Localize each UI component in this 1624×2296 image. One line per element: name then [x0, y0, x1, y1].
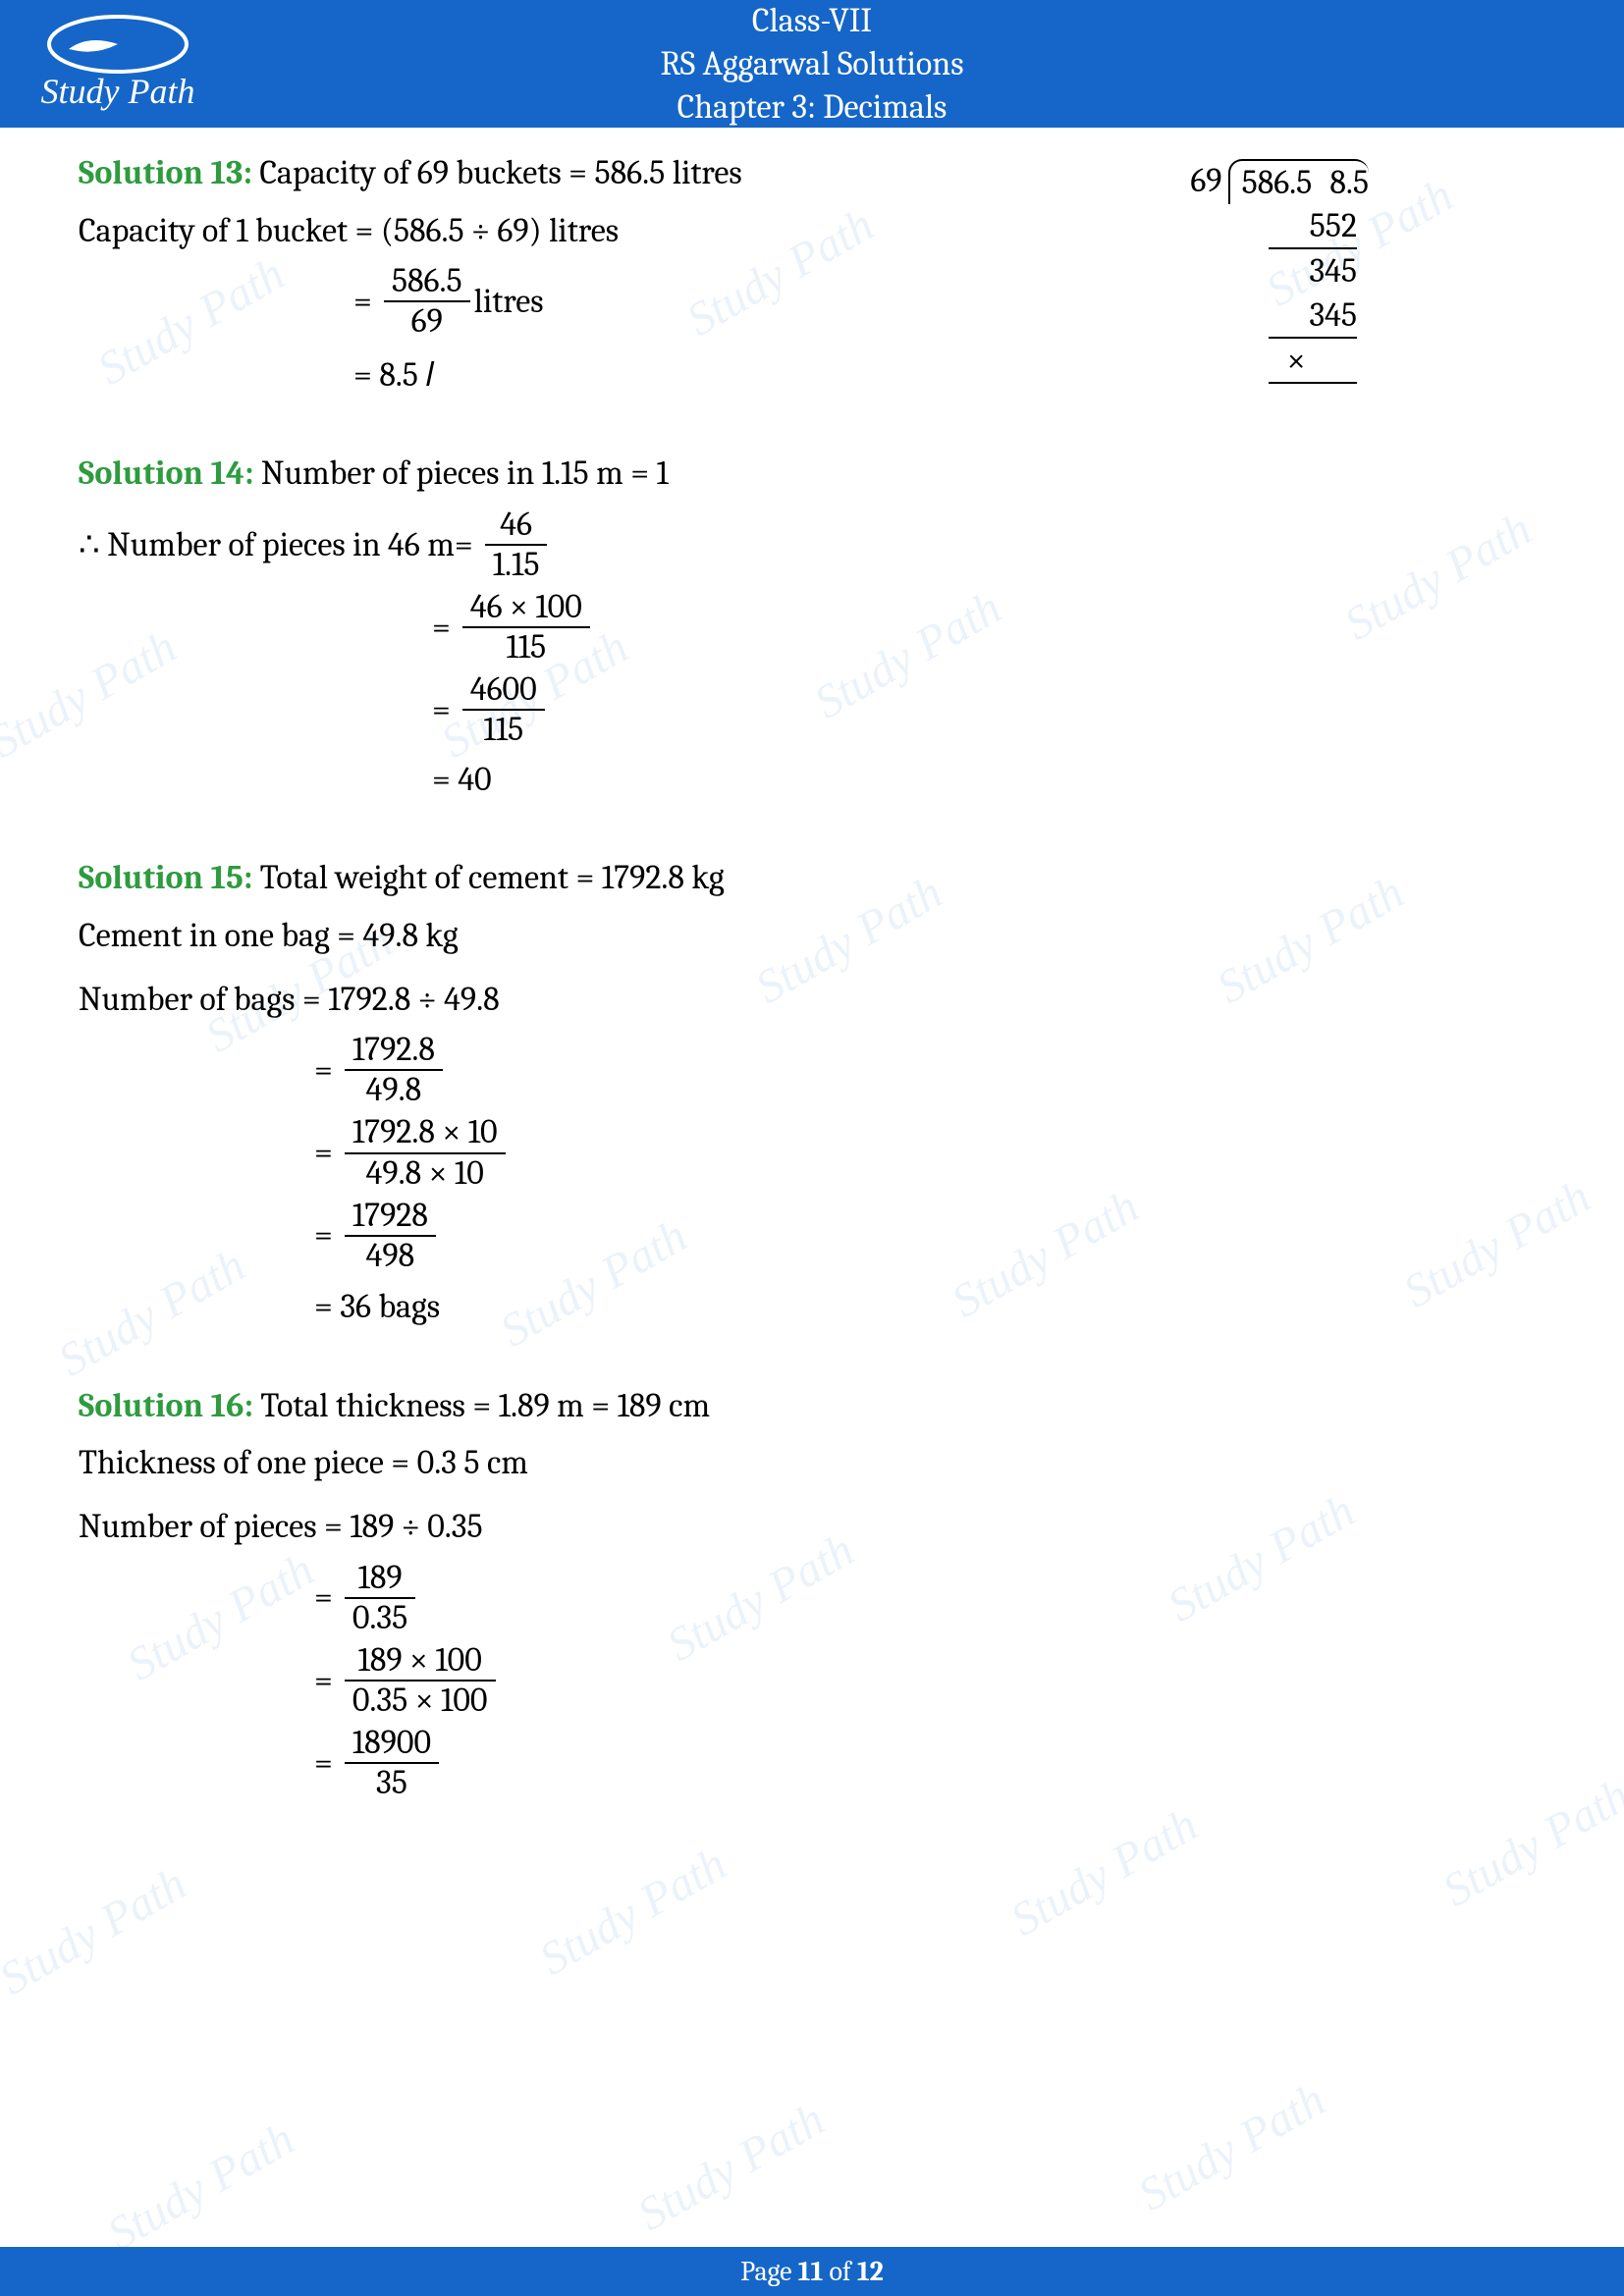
- solution-14: Solution 14: Number of pieces in 1.15 m …: [79, 448, 1545, 805]
- solution-16: Solution 16: Total thickness = 1.89 m = …: [79, 1380, 1545, 1803]
- study-path-logo: Study Path: [29, 10, 206, 118]
- s13-line1: Capacity of 69 buckets = 586.5 litres: [252, 153, 742, 192]
- watermark: Study Path: [628, 2092, 834, 2241]
- watermark: Study Path: [98, 2111, 303, 2261]
- watermark: Study Path: [530, 1837, 735, 1986]
- watermark: Study Path: [1001, 1797, 1207, 1947]
- solution-13: Solution 13: Capacity of 69 buckets = 58…: [79, 147, 1545, 400]
- header-chapter: Chapter 3: Decimals: [0, 85, 1624, 129]
- header-class: Class-VII: [0, 0, 1624, 42]
- long-division: 69 586.5 8.5 552 345 345 ×: [1190, 159, 1369, 384]
- fraction: 586.5 69: [384, 262, 470, 341]
- solution-label: Solution 13:: [79, 153, 252, 192]
- page-footer: Page 11 of 12: [0, 2247, 1624, 2296]
- solution-label: Solution 14:: [79, 454, 253, 493]
- page-content: Solution 13: Capacity of 69 buckets = 58…: [0, 128, 1624, 1802]
- solution-label: Solution 15:: [79, 858, 252, 897]
- logo-text: Study Path: [41, 72, 195, 111]
- watermark: Study Path: [1129, 2072, 1334, 2221]
- solution-label: Solution 16:: [79, 1386, 253, 1425]
- header-book: RS Aggarwal Solutions: [0, 42, 1624, 85]
- page-header: Study Path Class-VII RS Aggarwal Solutio…: [0, 0, 1624, 128]
- header-title-block: Class-VII RS Aggarwal Solutions Chapter …: [0, 0, 1624, 129]
- watermark: Study Path: [0, 1856, 195, 2005]
- solution-15: Solution 15: Total weight of cement = 17…: [79, 852, 1545, 1332]
